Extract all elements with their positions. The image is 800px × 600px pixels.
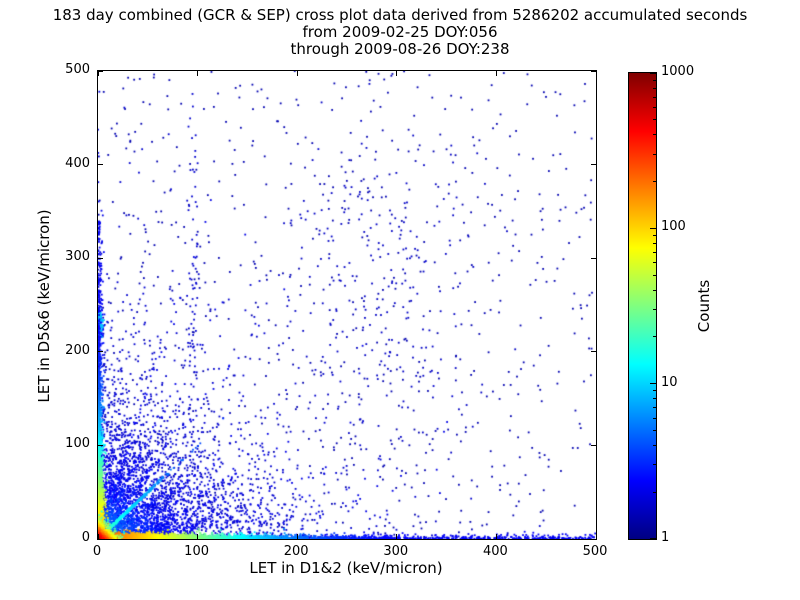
y-tick-label: 0 xyxy=(81,530,90,545)
colorbar-minor-tick xyxy=(653,134,656,136)
y-tick-mark-right xyxy=(591,257,596,259)
chart-title-line-1: 183 day combined (GCR & SEP) cross plot … xyxy=(52,6,748,24)
x-tick-mark-top xyxy=(396,71,398,76)
x-tick-label: 500 xyxy=(582,544,608,559)
colorbar-minor-tick xyxy=(653,262,656,264)
y-tick-label: 500 xyxy=(65,62,90,77)
y-tick-mark xyxy=(98,444,103,446)
x-tick-mark xyxy=(495,534,497,539)
y-tick-mark xyxy=(98,164,103,166)
colorbar-minor-tick xyxy=(653,464,656,466)
x-tick-mark-top xyxy=(495,71,497,76)
x-tick-label: 200 xyxy=(283,544,309,559)
colorbar-minor-tick xyxy=(653,234,656,236)
colorbar-minor-tick xyxy=(653,398,656,400)
y-tick-mark xyxy=(98,257,103,259)
y-tick-mark-right xyxy=(591,444,596,446)
colorbar-minor-tick xyxy=(653,242,656,244)
colorbar-minor-tick xyxy=(653,106,656,108)
colorbar-minor-tick xyxy=(653,181,656,183)
colorbar-tick-mark xyxy=(650,383,656,385)
colorbar-tick-mark xyxy=(650,73,656,74)
colorbar-gradient xyxy=(629,73,656,539)
colorbar-minor-tick xyxy=(653,251,656,253)
y-tick-mark xyxy=(98,351,103,353)
y-tick-mark-right xyxy=(591,70,596,72)
x-tick-mark xyxy=(97,534,99,539)
colorbar-tick-mark xyxy=(650,538,656,539)
x-tick-mark xyxy=(396,534,398,539)
colorbar-tick-label: 100 xyxy=(661,219,686,235)
colorbar-minor-tick xyxy=(653,390,656,392)
x-tick-label: 0 xyxy=(92,544,102,559)
y-tick-label: 100 xyxy=(65,436,90,452)
scatter-canvas xyxy=(98,71,596,539)
x-tick-label: 300 xyxy=(383,544,409,559)
x-tick-mark xyxy=(595,534,597,539)
colorbar-tick-label: 1000 xyxy=(661,64,695,79)
colorbar-minor-tick xyxy=(653,274,656,276)
x-tick-label: 400 xyxy=(482,544,508,559)
y-tick-mark-right xyxy=(591,164,596,166)
y-tick-mark-right xyxy=(591,538,596,540)
x-tick-mark-top xyxy=(97,71,99,76)
colorbar-minor-tick xyxy=(653,417,656,419)
colorbar-tick-label: 10 xyxy=(661,374,678,390)
colorbar-minor-tick xyxy=(653,407,656,409)
chart-title-line-3: through 2009-08-26 DOY:238 xyxy=(290,40,510,58)
chart-title-line-2: from 2009-02-25 DOY:056 xyxy=(302,23,498,41)
y-tick-mark xyxy=(98,70,103,72)
y-tick-mark xyxy=(98,538,103,540)
colorbar-minor-tick xyxy=(653,153,656,155)
x-axis-label: LET in D1&2 (keV/micron) xyxy=(249,559,443,577)
y-tick-label: 200 xyxy=(65,342,90,358)
colorbar xyxy=(628,72,657,540)
colorbar-label: Counts xyxy=(695,279,713,333)
x-tick-label: 100 xyxy=(184,544,209,559)
x-tick-mark xyxy=(296,534,298,539)
colorbar-minor-tick xyxy=(653,309,656,311)
y-tick-mark-right xyxy=(591,351,596,353)
colorbar-minor-tick xyxy=(653,444,656,446)
colorbar-minor-tick xyxy=(653,336,656,338)
y-tick-label: 400 xyxy=(65,155,90,171)
y-axis-label: LET in D5&6 (keV/micron) xyxy=(35,209,53,403)
colorbar-minor-tick xyxy=(653,87,656,89)
colorbar-minor-tick xyxy=(653,491,656,493)
y-tick-label: 300 xyxy=(65,249,90,265)
x-tick-mark xyxy=(197,534,199,539)
colorbar-tick-label: 1 xyxy=(661,530,670,545)
plot-area xyxy=(97,70,597,540)
colorbar-tick-mark xyxy=(650,227,656,229)
x-tick-mark-top xyxy=(595,71,597,76)
colorbar-minor-tick xyxy=(653,119,656,121)
colorbar-minor-tick xyxy=(653,429,656,431)
colorbar-minor-tick xyxy=(653,289,656,291)
colorbar-minor-tick xyxy=(653,96,656,98)
x-tick-mark-top xyxy=(197,71,199,76)
colorbar-minor-tick xyxy=(653,79,656,81)
x-tick-mark-top xyxy=(296,71,298,76)
